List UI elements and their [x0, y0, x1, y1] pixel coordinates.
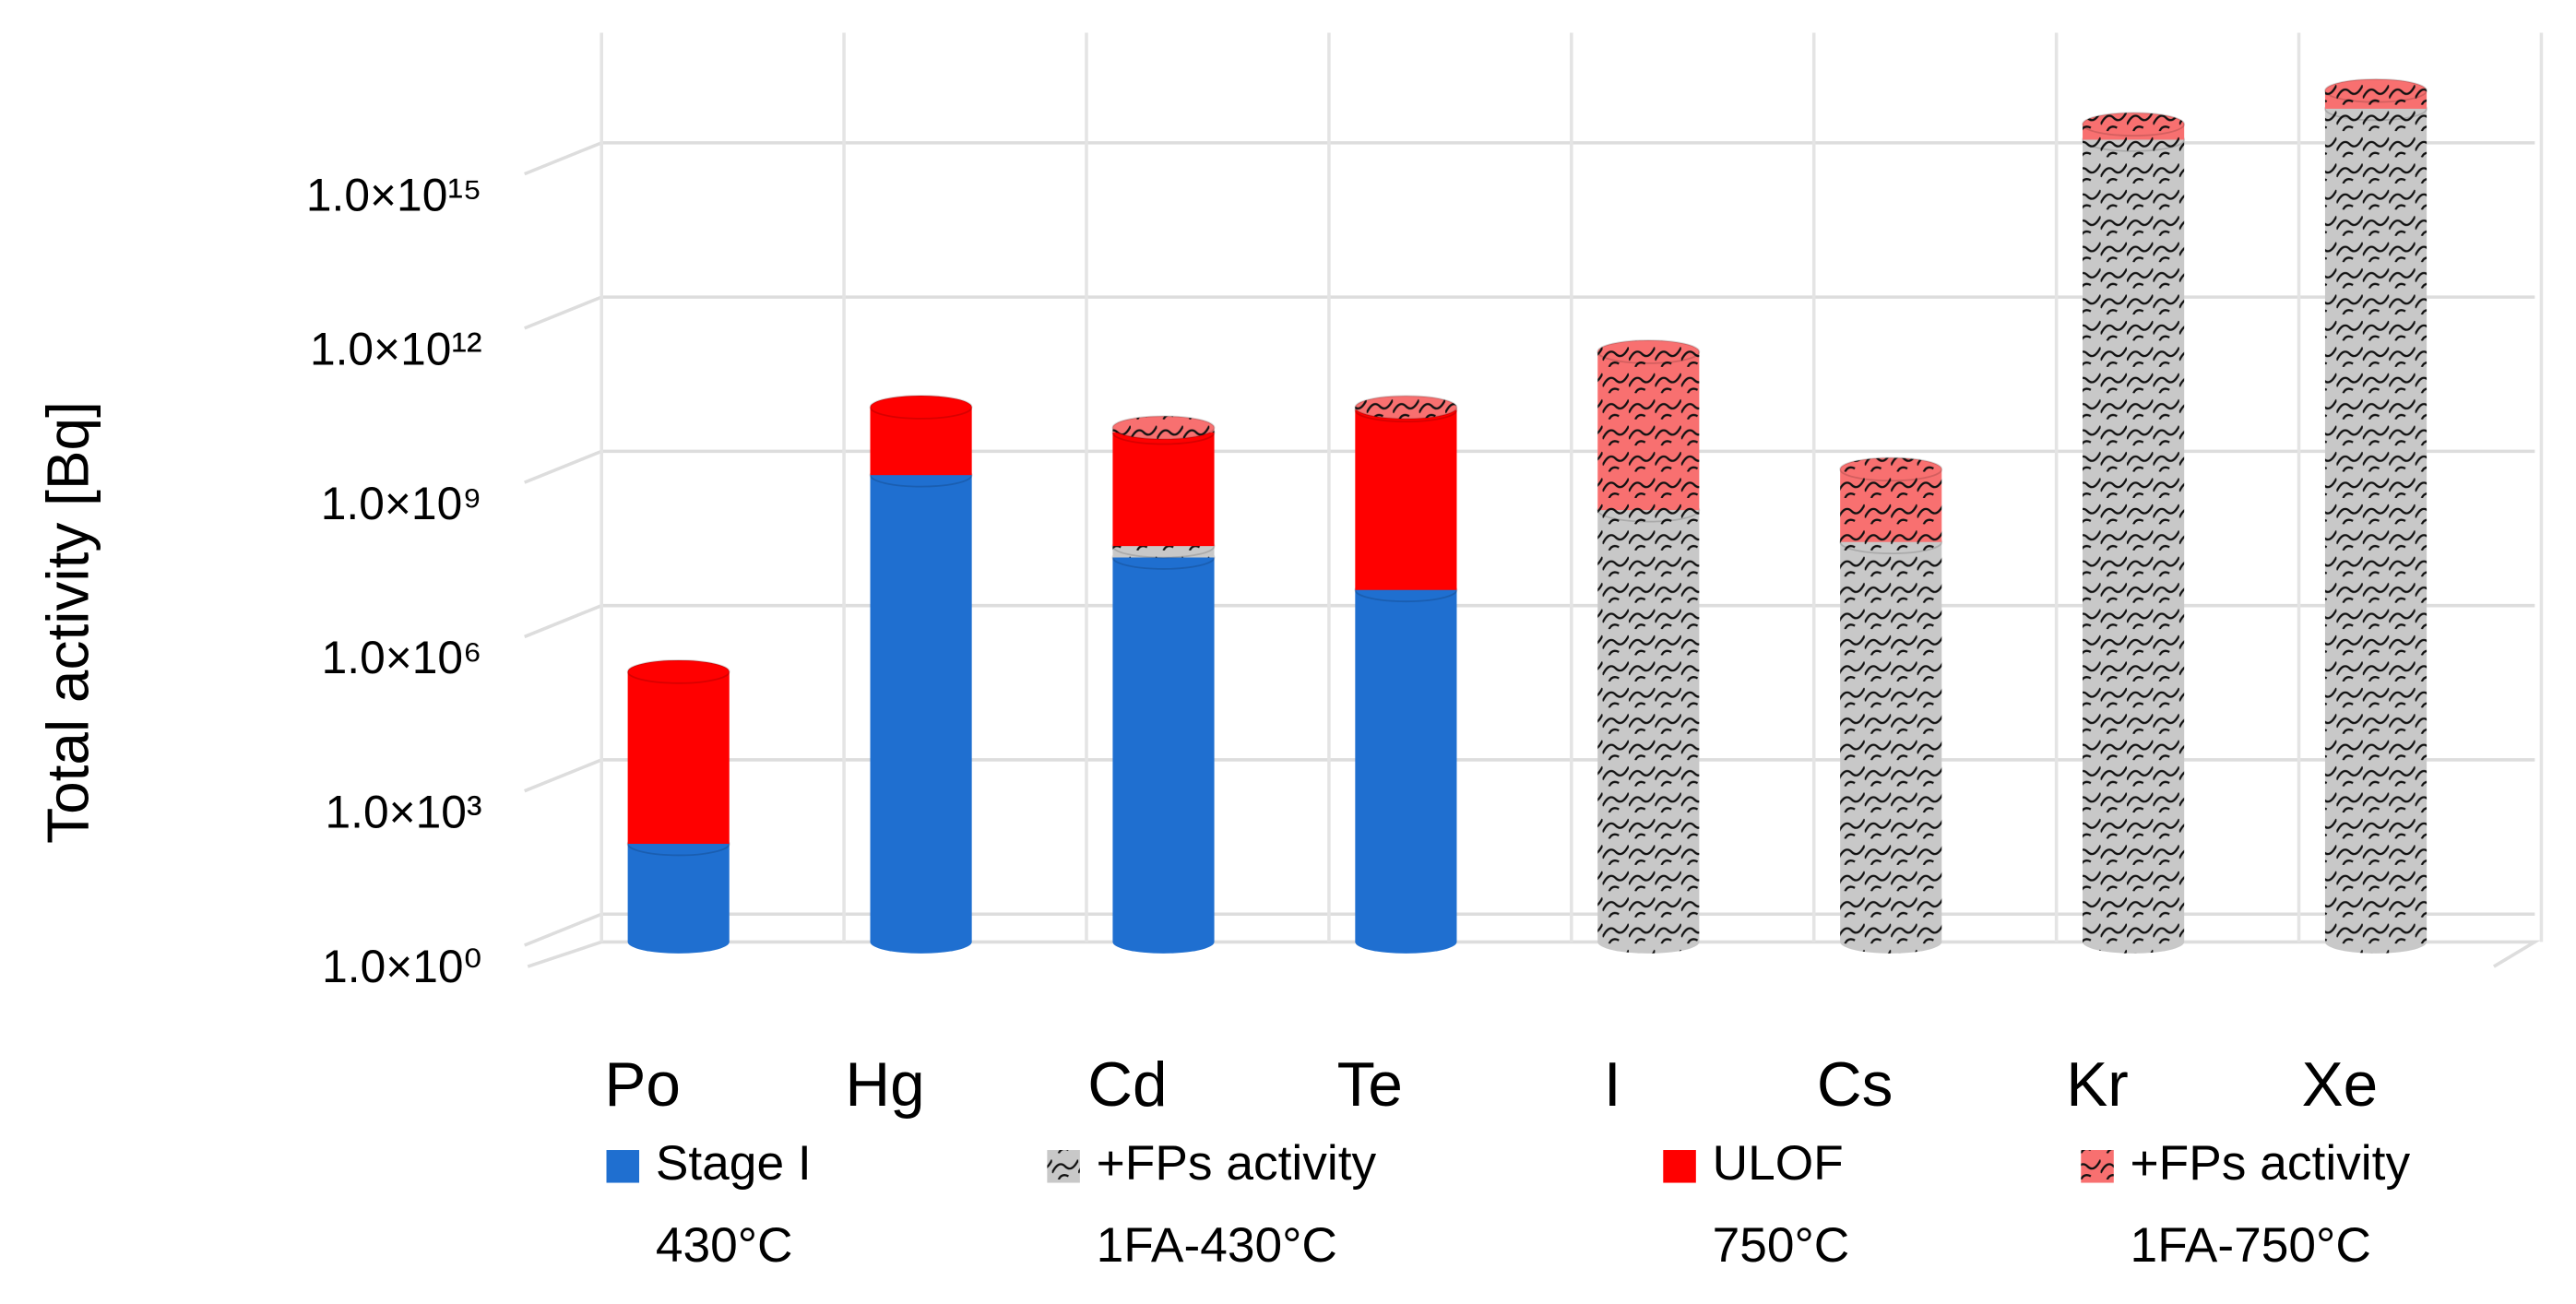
- bar-body: [1112, 557, 1215, 942]
- bar-cap: [2324, 77, 2428, 103]
- y-tick-label: 1.0×10⁹: [321, 478, 482, 529]
- bar-segment: [626, 831, 730, 954]
- bar-cap: [1354, 395, 1458, 420]
- bar-cap: [869, 395, 973, 420]
- bar-segment: [1839, 529, 1943, 954]
- x-tick-label: Cd: [1087, 1050, 1167, 1120]
- legend-label: +FPs activity 1FA-750°C: [2130, 1136, 2411, 1274]
- y-tick-label: 1.0×10¹⁵: [306, 169, 482, 220]
- y-axis-label: Total activity [Bq]: [34, 401, 101, 844]
- x-tick-label: Hg: [845, 1050, 924, 1120]
- legend-swatch: [1663, 1150, 1696, 1183]
- bar-body: [1597, 510, 1700, 942]
- bar-segment: [1111, 545, 1216, 954]
- x-tick-label: Kr: [2066, 1050, 2129, 1120]
- bar-segment: [869, 462, 973, 954]
- bar-body: [2324, 108, 2428, 942]
- y-tick-label: 1.0×10³: [326, 786, 482, 837]
- y-tick-label: 1.0×10⁶: [322, 632, 482, 683]
- x-tick-label: I: [1604, 1050, 1621, 1120]
- grid-line-side: [524, 295, 602, 330]
- legend-item: ULOF 750°C: [1712, 1136, 1850, 1274]
- floor: [527, 940, 2541, 968]
- x-tick-label: Te: [1337, 1050, 1403, 1120]
- bar-body: [2083, 139, 2185, 942]
- grid-line-side: [524, 449, 602, 484]
- bar-cap: [2082, 112, 2186, 137]
- bar-segment: [1354, 397, 1458, 590]
- legend-item: +FPs activity 1FA-750°C: [2130, 1136, 2411, 1274]
- y-tick-label: 1.0×10¹²: [310, 324, 482, 375]
- bar-cap: [1111, 415, 1216, 441]
- bar-body: [870, 475, 972, 942]
- grid-line-side: [524, 912, 602, 947]
- grid-line-side: [524, 604, 602, 639]
- bar-body: [1840, 468, 1942, 542]
- bar-segment: [1597, 497, 1701, 954]
- bar-body: [627, 844, 730, 942]
- x-tick-label: Xe: [2302, 1050, 2379, 1120]
- bar-cap: [1839, 456, 1943, 482]
- legend-swatch: [606, 1150, 640, 1183]
- bar-body: [1597, 351, 1700, 511]
- bar-segment: [626, 659, 730, 845]
- x-tick-label: Cs: [1817, 1050, 1893, 1120]
- legend-swatch: [2081, 1150, 2114, 1183]
- bar-segment: [869, 395, 973, 476]
- grid-line-side: [524, 758, 602, 793]
- bar-segment: [2082, 127, 2186, 954]
- bar-segment: [1111, 420, 1216, 547]
- bar-segment: [1597, 339, 1701, 511]
- legend-item: Stage I 430°C: [655, 1136, 812, 1274]
- legend-swatch: [1047, 1150, 1080, 1183]
- legend-item: +FPs activity 1FA-430°C: [1096, 1136, 1377, 1274]
- bar-body: [1355, 589, 1457, 942]
- bar-segment: [2324, 77, 2428, 109]
- bar-segment: [1839, 456, 1943, 542]
- bar-segment: [1354, 395, 1458, 420]
- bar-segment: [1111, 415, 1216, 441]
- bar-body: [1840, 541, 1942, 942]
- bar-segment: [1354, 577, 1458, 954]
- bar-body: [1112, 433, 1215, 547]
- y-tick-label: 1.0×10⁰: [322, 941, 481, 992]
- bar-cap: [1597, 339, 1701, 364]
- bar-segment: [2082, 112, 2186, 140]
- bar-body: [627, 671, 730, 845]
- legend-label: +FPs activity 1FA-430°C: [1096, 1136, 1377, 1274]
- legend-label: ULOF 750°C: [1712, 1136, 1850, 1274]
- x-tick-label: Po: [604, 1050, 681, 1120]
- bar-segment: [2324, 96, 2428, 954]
- bar-cap: [626, 659, 730, 684]
- bar-body: [1355, 409, 1457, 590]
- grid-line-side: [524, 141, 602, 176]
- legend-label: Stage I 430°C: [655, 1136, 812, 1274]
